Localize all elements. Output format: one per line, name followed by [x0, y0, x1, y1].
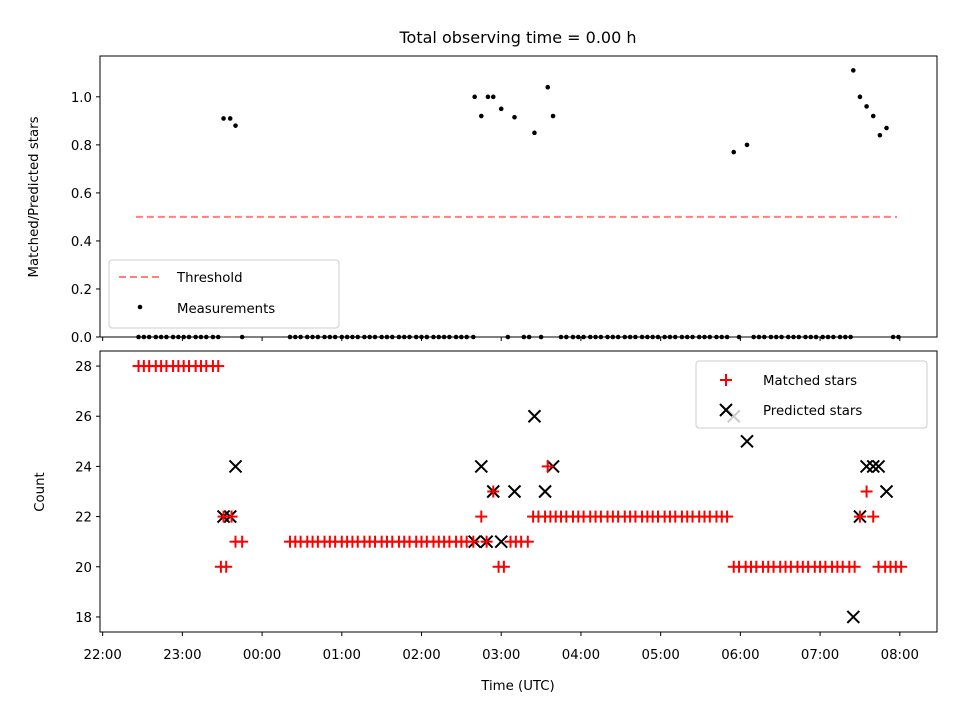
matched-star-marker: [212, 360, 225, 373]
matched-star-marker: [480, 535, 493, 548]
bottom-y-tick-label: 22: [75, 511, 92, 526]
measurement-point: [731, 149, 737, 155]
bottom-x-tick-label: 02:00: [402, 648, 440, 663]
measurement-point: [532, 130, 537, 136]
bottom-x-tick-label: 08:00: [881, 648, 919, 663]
matched-star-marker: [867, 510, 880, 523]
top-title: Total observing time = 0.00 h: [398, 28, 636, 47]
bottom-xlabel: Time (UTC): [480, 679, 555, 694]
legend-measurements-label: Measurements: [177, 302, 275, 317]
top-y-tick-label: 1.0: [71, 91, 92, 106]
matched-star-marker: [467, 535, 480, 548]
measurement-point: [851, 68, 856, 73]
top-y-tick-label: 0.6: [71, 187, 92, 202]
bottom-x-axis: 22:00 23:00 00:00 01:00 02:00 03:00 04:00 05:00…: [83, 632, 919, 663]
measurement-point: [472, 94, 477, 100]
bottom-x-tick-label: 22:00: [83, 648, 121, 663]
bottom-ylabel: Count: [33, 472, 48, 512]
top-y-tick-label: 0.2: [71, 283, 92, 298]
bottom-axes-frame: [99, 350, 938, 633]
measurement-point: [512, 114, 517, 120]
legend-predicted-swatch: [719, 403, 733, 417]
predicted-star-marker: [538, 484, 552, 499]
top-ylabel: Matched/Predicted stars: [27, 116, 42, 277]
measurement-point: [233, 123, 238, 128]
bottom-y-axis: 18 20 22 24 26 28: [75, 360, 100, 626]
measurement-point: [877, 132, 883, 138]
measurement-point: [545, 84, 551, 90]
bottom-x-tick-label: 23:00: [163, 648, 201, 663]
top-y-tick-label: 0.4: [71, 235, 92, 250]
bottom-x-tick-label: 03:00: [482, 648, 520, 663]
matched-star-marker: [895, 560, 908, 573]
bottom-x-tick-label: 00:00: [243, 648, 281, 663]
bottom-y-tick-label: 26: [75, 410, 92, 425]
predicted-star-marker: [494, 534, 508, 549]
legend-predicted-label: Predicted stars: [763, 404, 862, 419]
predicted-star-marker: [527, 409, 542, 423]
bottom-y-tick-label: 18: [75, 611, 92, 626]
bottom-y-tick-label: 20: [75, 561, 92, 576]
top-legend-box: [108, 259, 340, 329]
predicted-star-marker: [740, 434, 754, 449]
legend-matched-label: Matched stars: [763, 374, 857, 389]
measurement-point: [485, 94, 491, 100]
measurement-point: [490, 94, 496, 100]
matched-star-marker: [860, 485, 873, 498]
matched-star-marker: [487, 485, 500, 498]
matched-star-marker: [236, 535, 249, 548]
bottom-y-tick-label: 28: [75, 360, 92, 375]
measurement-point: [227, 116, 233, 121]
top-y-axis: 0.0 0.2 0.4 0.6 0.8 1.0: [71, 91, 100, 346]
predicted-star-marker: [507, 484, 522, 499]
bottom-x-tick-label: 01:00: [323, 648, 361, 663]
matched-star-marker: [541, 460, 554, 473]
legend-matched-swatch: [720, 374, 732, 386]
matched-star-marker: [225, 510, 238, 523]
legend-measurements-swatch: [137, 304, 143, 310]
measurement-point: [550, 113, 556, 119]
bottom-legend-box: [695, 360, 928, 429]
matched-star-marker: [853, 510, 866, 523]
predicted-star-marker: [879, 484, 894, 499]
top-legend: Threshold Measurements: [108, 259, 340, 329]
predicted-star-marker: [871, 459, 886, 474]
bottom-legend: Matched stars Predicted stars: [695, 360, 928, 429]
measurement-point: [864, 104, 869, 109]
bottom-x-tick-label: 04:00: [562, 648, 600, 663]
measurement-point: [870, 113, 876, 119]
bottom-x-tick-label: 07:00: [801, 648, 839, 663]
measurement-point: [884, 125, 889, 131]
predicted-star-marker: [866, 459, 880, 474]
bottom-x-tick-label: 06:00: [721, 648, 759, 663]
measurement-point: [221, 116, 226, 121]
bottom-y-tick-label: 24: [75, 460, 92, 475]
measurement-point: [498, 106, 504, 112]
top-y-tick-label: 0.8: [71, 139, 92, 154]
matched-star-marker: [848, 560, 861, 573]
predicted-star-marker: [846, 610, 861, 624]
measurement-point: [479, 113, 484, 119]
predicted-star-marker: [474, 459, 489, 474]
matched-star-marker: [475, 510, 488, 523]
matched-star-marker: [497, 560, 510, 573]
top-axes-frame: [99, 55, 938, 338]
predicted-star-marker: [228, 459, 243, 474]
matched-star-marker: [220, 560, 233, 573]
bottom-x-tick-label: 05:00: [641, 648, 679, 663]
top-y-tick-label: 0.0: [71, 331, 92, 346]
matched-star-marker: [721, 510, 734, 523]
legend-threshold-label: Threshold: [176, 271, 243, 286]
measurement-point: [857, 94, 863, 100]
matched-star-marker: [521, 535, 534, 548]
measurement-point: [744, 142, 750, 148]
